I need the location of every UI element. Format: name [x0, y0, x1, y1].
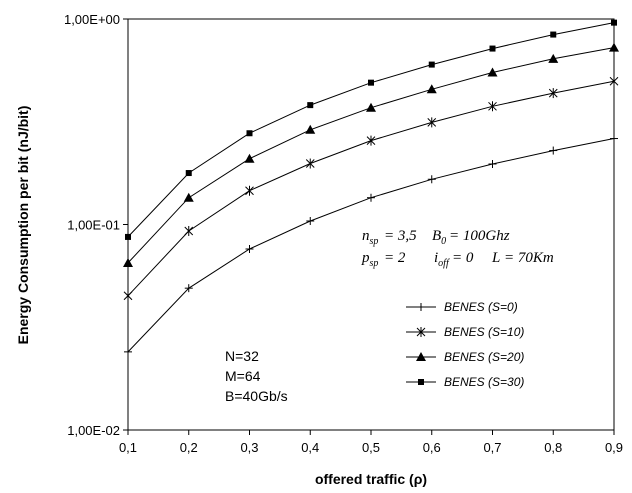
x-tick-label: 0,9 — [605, 440, 623, 455]
triangle-marker — [416, 352, 426, 361]
formula-b0-value: = 100Ghz — [449, 228, 510, 244]
plus-marker — [417, 303, 425, 311]
square-marker — [307, 102, 314, 109]
formula-l-symbol: L — [491, 250, 500, 266]
formula-nsp-value: = 3,5 — [384, 228, 417, 244]
legend-label: BENES (S=0) — [444, 300, 518, 314]
triangle-marker — [183, 192, 194, 202]
star-marker — [427, 117, 437, 128]
plus-marker — [184, 284, 193, 293]
triangle-marker — [609, 42, 619, 52]
star-marker — [488, 101, 497, 112]
formula-l-value: = 70Km — [504, 250, 554, 266]
legend-entry: BENES (S=30) — [406, 375, 524, 389]
legend-label: BENES (S=30) — [444, 375, 524, 389]
star-marker — [245, 185, 254, 196]
y-tick-label: 1,00E-02 — [67, 423, 120, 438]
formula-ioff-value: = 0 — [452, 250, 474, 266]
triangle-marker — [244, 153, 255, 163]
param-m: M=64 — [225, 368, 261, 384]
square-marker — [428, 61, 435, 68]
series-star — [123, 76, 619, 301]
x-tick-label: 0,7 — [483, 440, 501, 455]
plus-marker — [488, 159, 497, 168]
square-marker — [489, 45, 496, 52]
y-axis: 1,00E-02 1,00E-01 1,00E+00 — [64, 12, 128, 438]
star-marker — [416, 327, 426, 337]
square-marker — [185, 170, 192, 177]
square-marker — [246, 130, 253, 137]
plus-marker — [427, 175, 436, 184]
star-marker — [305, 158, 315, 169]
star-marker — [123, 290, 133, 301]
triangle-marker — [426, 84, 437, 94]
series-layer — [123, 19, 619, 356]
square-marker — [418, 379, 424, 385]
plus-marker — [367, 193, 375, 202]
legend-entry: BENES (S=20) — [406, 350, 524, 364]
triangle-marker — [305, 124, 316, 134]
square-marker — [550, 31, 557, 38]
star-marker — [609, 76, 619, 87]
series-triangle — [123, 42, 619, 267]
x-tick-label: 0,1 — [119, 440, 137, 455]
triangle-marker — [548, 53, 559, 63]
plus-marker — [306, 216, 315, 225]
x-axis-title: offered traffic (ρ) — [315, 471, 427, 487]
triangle-marker — [366, 102, 376, 112]
legend: BENES (S=0) BENES (S=10) BENES (S=20) BENES… — [406, 300, 524, 389]
plus-marker — [549, 146, 558, 155]
param-b: B=40Gb/s — [225, 388, 288, 404]
x-tick-label: 0,3 — [240, 440, 258, 455]
series-plus — [124, 134, 618, 356]
param-n: N=32 — [225, 348, 259, 364]
x-tick-label: 0,5 — [362, 440, 380, 455]
x-axis: 0,1 0,2 0,3 0,4 0,5 0,6 0,7 0,8 0,9 — [119, 430, 623, 455]
x-tick-label: 0,6 — [423, 440, 441, 455]
triangle-marker — [123, 257, 133, 267]
triangle-marker — [487, 67, 498, 77]
params-annotation: N=32 M=64 B=40Gb/s — [225, 348, 288, 404]
plot-area — [127, 18, 615, 431]
formula-annotation: nsp = 3,5 B0 = 100Ghz psp = 2 ioff = 0 L… — [361, 228, 554, 269]
square-marker — [368, 79, 374, 86]
legend-label: BENES (S=10) — [444, 325, 524, 339]
x-tick-label: 0,8 — [544, 440, 562, 455]
star-marker — [548, 88, 558, 99]
legend-label: BENES (S=20) — [444, 350, 524, 364]
plus-marker — [124, 347, 132, 356]
y-tick-label: 1,00E-01 — [67, 218, 120, 233]
star-marker — [366, 135, 376, 146]
x-tick-label: 0,4 — [301, 440, 319, 455]
formula-psp-value: = 2 — [384, 250, 406, 266]
square-marker — [125, 233, 131, 240]
x-tick-label: 0,2 — [180, 440, 198, 455]
plus-marker — [610, 134, 618, 143]
star-marker — [184, 225, 194, 236]
square-marker — [611, 19, 617, 26]
legend-entry: BENES (S=10) — [406, 325, 524, 339]
legend-entry: BENES (S=0) — [406, 300, 518, 314]
y-tick-label: 1,00E+00 — [64, 12, 120, 27]
series-square — [125, 19, 617, 240]
y-axis-title: Energy Consumption per bit (nJ/bit) — [15, 106, 31, 345]
plus-marker — [245, 244, 254, 253]
